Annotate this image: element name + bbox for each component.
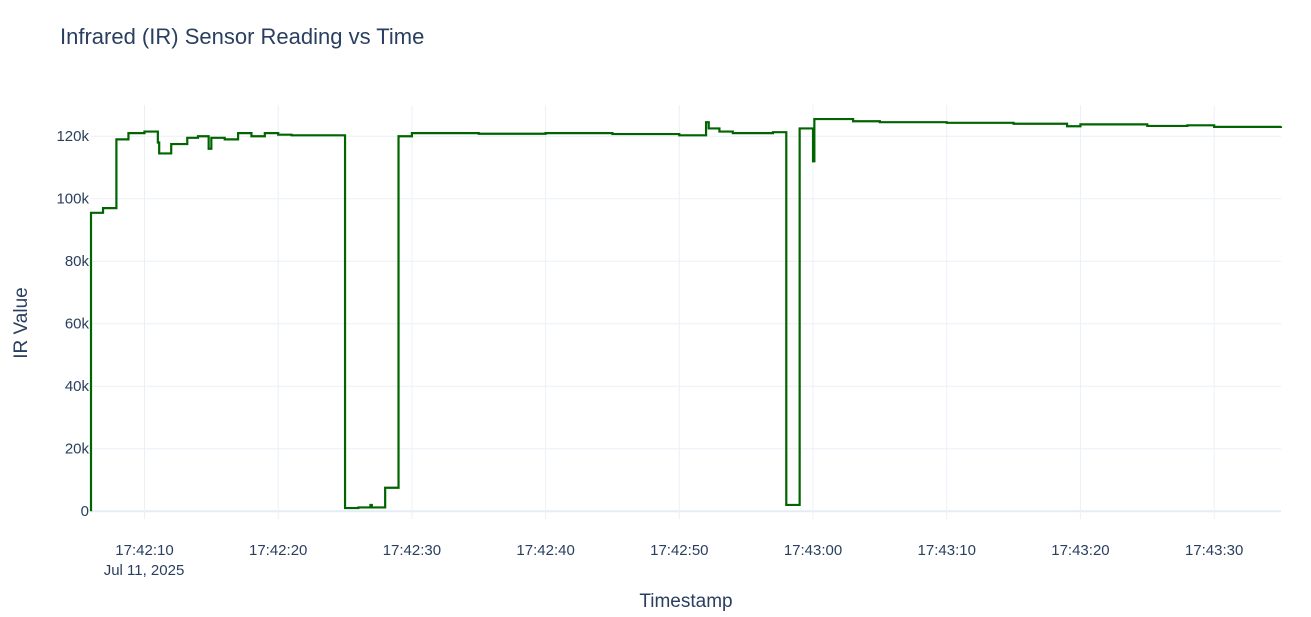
y-tick-label: 100k [56,191,89,208]
series-layer [89,117,1283,512]
chart-title: Infrared (IR) Sensor Reading vs Time [60,24,425,49]
x-tick-label: 17:42:40 [516,542,574,559]
x-tick-label: 17:42:30 [383,542,441,559]
y-tick-label: 20k [65,441,90,458]
x-tick-label: 17:43:10 [918,542,976,559]
x-tick-label: 17:43:00 [784,542,842,559]
x-tick-label: 17:43:30 [1185,542,1243,559]
x-tick-label: 17:42:50 [650,542,708,559]
y-tick-label: 120k [56,128,89,145]
x-tick-label: 17:42:20 [249,542,307,559]
y-tick-label: 80k [65,253,90,270]
x-tick-label: 17:43:20 [1051,542,1109,559]
tick-labels: 0 20k 40k 60k 80k 100k 120k 17:42:10 17:42:20 17:… [56,128,1243,559]
y-tick-label: 0 [81,503,89,520]
x-axis-title: Timestamp [639,591,732,612]
series-line [89,117,1283,512]
y-tick-label: 60k [65,316,90,333]
x-tick-label: 17:42:10 [115,542,173,559]
y-axis-title: IR Value [11,287,32,358]
y-tick-label: 40k [65,378,90,395]
x-axis-date-label: Jul 11, 2025 [104,562,185,579]
grid-lines [91,105,1281,519]
